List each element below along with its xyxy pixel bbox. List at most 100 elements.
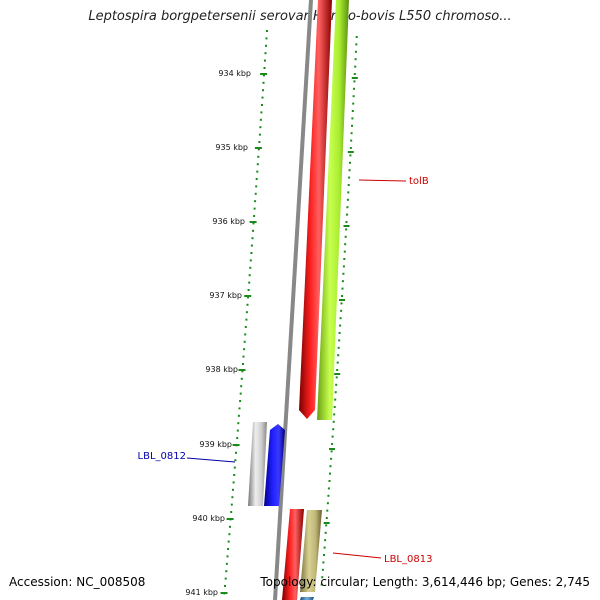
ruler-dot (347, 184, 350, 186)
genome-backbone (273, 0, 313, 600)
ruler-dot (233, 466, 236, 469)
ruler-dot (348, 176, 351, 179)
ruler-dot (265, 37, 268, 40)
ruler-tick (244, 295, 252, 297)
feature-label-lbl0813[interactable]: LBL_0813 (384, 554, 432, 565)
feature-label-tolb[interactable]: tolB (409, 176, 429, 187)
ruler-dot (346, 213, 348, 216)
ruler-dot (322, 561, 325, 564)
ruler-dot (324, 531, 327, 534)
ruler-dot (240, 377, 243, 380)
ruler-dot (224, 585, 226, 587)
ruler-dot (260, 111, 263, 114)
ruler-dot (337, 346, 340, 349)
ruler-dot (259, 126, 262, 129)
ruler-dot (349, 161, 351, 164)
ruler-dot (336, 361, 339, 364)
ruler-dot (262, 81, 265, 84)
ruler-dot (263, 74, 265, 77)
ruler-dot (350, 139, 353, 142)
ruler-dot (256, 170, 259, 173)
ruler-dot (328, 480, 331, 482)
tick-label: 936 kbp (212, 217, 245, 226)
ruler-dot (240, 385, 243, 388)
ruler-dot (232, 488, 234, 491)
feature-track-red-upper (299, 0, 332, 419)
ruler-dot (236, 437, 239, 439)
ruler-dot (321, 568, 324, 571)
ruler-dot (226, 555, 229, 558)
ruler-dot (344, 235, 347, 238)
ruler-dot (353, 80, 356, 83)
ruler-dot (246, 303, 249, 306)
ruler-dot (250, 244, 253, 247)
ruler-dot (327, 487, 330, 490)
ruler-dot (253, 207, 256, 210)
ruler-dot (355, 43, 358, 46)
ruler-dot (263, 67, 266, 69)
ruler-dot (261, 96, 264, 99)
ruler-dot (258, 133, 261, 136)
tick-label: 935 kbp (215, 143, 248, 152)
ruler-dot (342, 265, 345, 268)
ruler-dot (336, 369, 339, 371)
ruler-dot (245, 318, 248, 321)
ruler-dot (235, 451, 237, 454)
ruler-tick (260, 73, 268, 75)
ruler-dot (261, 104, 263, 106)
ruler-dot (349, 147, 352, 149)
ruler-dot (341, 287, 344, 290)
feature-track-grey-lbl0812 (248, 422, 267, 506)
ruler-dot (248, 274, 251, 277)
ruler-dot (253, 215, 256, 217)
ruler-dot (252, 222, 255, 225)
tick-label: 937 kbp (209, 291, 242, 300)
ruler-dot (332, 428, 335, 431)
ruler-dot (353, 87, 355, 90)
ruler-dot (329, 472, 331, 475)
ruler-dot (224, 577, 227, 580)
leader-line-lbl0813 (332, 552, 382, 559)
ruler-tick (232, 444, 240, 446)
ruler-dot (335, 376, 338, 379)
ruler-dot (238, 407, 241, 410)
ruler-tick (334, 373, 341, 375)
ruler-dot (234, 459, 237, 462)
tick-label: 941 kbp (185, 588, 218, 597)
ruler-dot (335, 383, 338, 386)
leader-line-tolb (358, 179, 407, 182)
ruler-dot (244, 326, 247, 328)
ruler-dot (341, 280, 344, 283)
ruler-dot (349, 154, 352, 157)
ruler-dot (225, 562, 228, 565)
ruler-dot (264, 52, 267, 55)
ruler-dot (351, 117, 354, 120)
ruler-dot (325, 517, 328, 519)
ruler-dot (237, 422, 240, 425)
ruler-dot (236, 429, 239, 432)
ruler-dot (340, 302, 343, 305)
ruler-dot (339, 317, 342, 320)
ruler-dot (248, 281, 251, 284)
ruler-dot (338, 339, 341, 342)
ruler-dot (255, 185, 258, 188)
tick-label: 938 kbp (205, 365, 238, 374)
ruler-dot (249, 266, 252, 269)
feature-label-lbl0812[interactable]: LBL_0812 (138, 451, 186, 462)
ruler-dot (346, 206, 349, 209)
ruler-dot (225, 570, 228, 573)
ruler-dot (321, 576, 324, 579)
ruler-tick (249, 221, 257, 223)
ruler-dot (227, 540, 230, 543)
ruler-tick (226, 518, 234, 520)
ruler-dot (254, 192, 257, 195)
ruler-dot (239, 392, 242, 395)
ruler-dot (345, 221, 348, 223)
ruler-tick (254, 147, 262, 149)
ruler-dot (330, 457, 333, 460)
ruler-dot (345, 228, 348, 231)
accession-text: Accession: NC_008508 (9, 575, 146, 589)
ruler-dot (326, 509, 329, 512)
ruler-dot (344, 243, 347, 246)
